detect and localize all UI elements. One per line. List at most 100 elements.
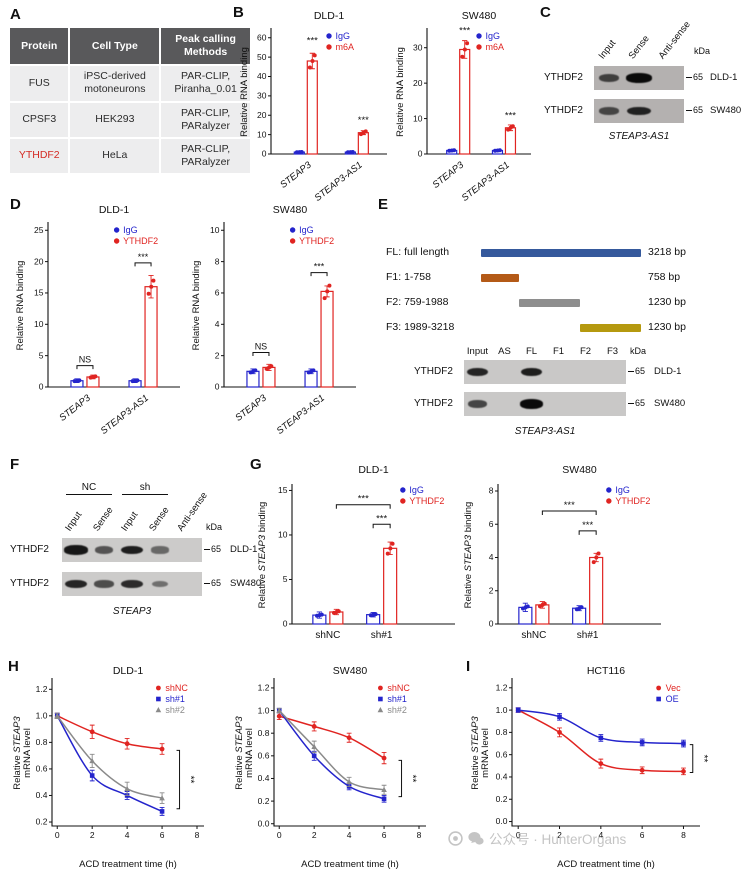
chart-svg-G2: SW480 0 2 4 6 8 Relative STEAP3 binding shNC sh#… (463, 464, 661, 641)
blot-lane-box (62, 538, 202, 562)
svg-text:***: *** (358, 494, 369, 505)
cell-line-label: SW480 (710, 105, 742, 116)
svg-text:YTHDF2: YTHDF2 (299, 236, 334, 246)
svg-text:shNC: shNC (387, 683, 410, 693)
svg-text:sh#1: sh#1 (165, 694, 185, 704)
marker-label: 65 (686, 105, 703, 115)
svg-text:0.2: 0.2 (36, 817, 48, 827)
svg-text:Relative STEAP3: Relative STEAP3 (12, 716, 23, 790)
svg-text:sh#1: sh#1 (387, 694, 407, 704)
svg-text:2: 2 (90, 830, 95, 840)
blot-lane-box (62, 572, 202, 596)
protein-band (466, 367, 489, 377)
svg-text:DLD-1: DLD-1 (314, 10, 345, 22)
fragment-bp: 1230 bp (648, 321, 686, 333)
svg-text:Relative RNA binding: Relative RNA binding (395, 47, 406, 137)
lane-label: Input (596, 37, 619, 62)
svg-text:Relative STEAP3: Relative STEAP3 (470, 716, 481, 790)
svg-text:0.6: 0.6 (496, 749, 508, 759)
svg-text:1.2: 1.2 (258, 683, 270, 693)
fragment-name: FL: full length (386, 246, 450, 258)
panel-g-label: G (250, 456, 262, 473)
svg-text:10: 10 (210, 225, 220, 235)
svg-text:SW480: SW480 (562, 464, 597, 476)
table-cell: HEK293 (70, 102, 160, 137)
svg-text:8: 8 (195, 830, 200, 840)
cell-line-label: SW480 (230, 578, 262, 589)
svg-text:**: ** (185, 776, 196, 784)
protein-label: YTHDF2 (414, 366, 453, 377)
svg-text:6: 6 (215, 288, 220, 298)
panel-c-label: C (540, 4, 551, 21)
table-header: Cell Type (70, 28, 160, 65)
svg-text:Relative RNA binding: Relative RNA binding (239, 47, 250, 137)
svg-text:Vec: Vec (666, 683, 682, 693)
svg-text:Relative RNA binding: Relative RNA binding (15, 261, 26, 351)
svg-text:0: 0 (262, 149, 267, 159)
protein-band (626, 73, 652, 83)
lane-group-label: sh (122, 482, 168, 495)
svg-text:0.8: 0.8 (496, 727, 508, 737)
svg-text:0.4: 0.4 (36, 790, 48, 800)
svg-text:2: 2 (215, 350, 220, 360)
kda-label: kDa (694, 46, 711, 56)
svg-text:HCT116: HCT116 (587, 665, 625, 677)
svg-text:6: 6 (489, 519, 494, 529)
svg-text:25: 25 (34, 225, 44, 235)
svg-text:60: 60 (257, 32, 267, 42)
svg-text:0: 0 (418, 149, 423, 159)
svg-text:OE: OE (666, 694, 679, 704)
kda-label: kDa (630, 346, 647, 356)
panel-e-label: E (378, 196, 389, 213)
cell-line-label: SW480 (654, 398, 686, 409)
svg-text:0: 0 (277, 830, 282, 840)
svg-text:m6A: m6A (336, 42, 355, 52)
marker-kda-value: 65 (211, 578, 222, 588)
svg-text:10: 10 (413, 113, 423, 123)
protein-band (468, 400, 487, 408)
svg-text:0: 0 (283, 619, 288, 629)
blot-f-steap3: NC sh Input Sense Input Sense Anti-sense kDa YTH… (10, 470, 275, 645)
svg-text:***: *** (307, 36, 318, 47)
svg-text:0: 0 (55, 830, 60, 840)
svg-text:shNC: shNC (521, 630, 546, 641)
panel-a-label: A (10, 6, 21, 23)
svg-text:5: 5 (283, 574, 288, 584)
svg-text:STEAP3: STEAP3 (278, 159, 314, 191)
protein-band (627, 106, 651, 116)
svg-text:SW480: SW480 (462, 10, 497, 22)
lane-group-label: NC (66, 482, 112, 495)
table-cell: YTHDF2 (10, 138, 69, 173)
svg-text:mRNA level: mRNA level (480, 728, 491, 778)
fragment-name: F2: 759-1988 (386, 296, 449, 308)
marker-dash (204, 583, 210, 585)
marker-kda-value: 65 (693, 72, 704, 82)
svg-text:***: *** (138, 252, 149, 262)
table-cell: PAR-CLIP, PARalyzer (161, 102, 250, 137)
fragment-bp: 3218 bp (648, 246, 686, 258)
svg-text:30: 30 (413, 42, 423, 52)
table-cell: CPSF3 (10, 102, 69, 137)
table-row: CPSF3 HEK293 PAR-CLIP, PARalyzer (10, 102, 250, 137)
svg-text:***: *** (459, 26, 470, 37)
svg-text:ACD treatment time (h): ACD treatment time (h) (79, 859, 177, 870)
svg-text:Relative STEAP3 binding: Relative STEAP3 binding (463, 502, 474, 609)
blot-caption: STEAP3-AS1 (514, 426, 576, 437)
svg-text:8: 8 (489, 486, 494, 496)
svg-text:IgG: IgG (615, 485, 630, 495)
svg-text:1.0: 1.0 (258, 705, 270, 715)
svg-text:2: 2 (557, 830, 562, 840)
fragment-diagram: FL: full length 3218 bp F1: 1-758 758 bp F2:… (386, 246, 746, 350)
svg-text:50: 50 (257, 52, 267, 62)
peak-calling-table: Protein Cell Type Peak calling Methods FUS i… (8, 26, 252, 175)
lane-label: FL (525, 346, 538, 357)
svg-text:IgG: IgG (123, 225, 138, 235)
fragment-bar (518, 299, 580, 307)
svg-text:6: 6 (382, 830, 387, 840)
protein-band (94, 546, 114, 554)
svg-text:**: ** (407, 775, 418, 783)
panel-b-label: B (233, 4, 244, 21)
protein-band (151, 546, 169, 554)
svg-text:***: *** (358, 115, 369, 126)
